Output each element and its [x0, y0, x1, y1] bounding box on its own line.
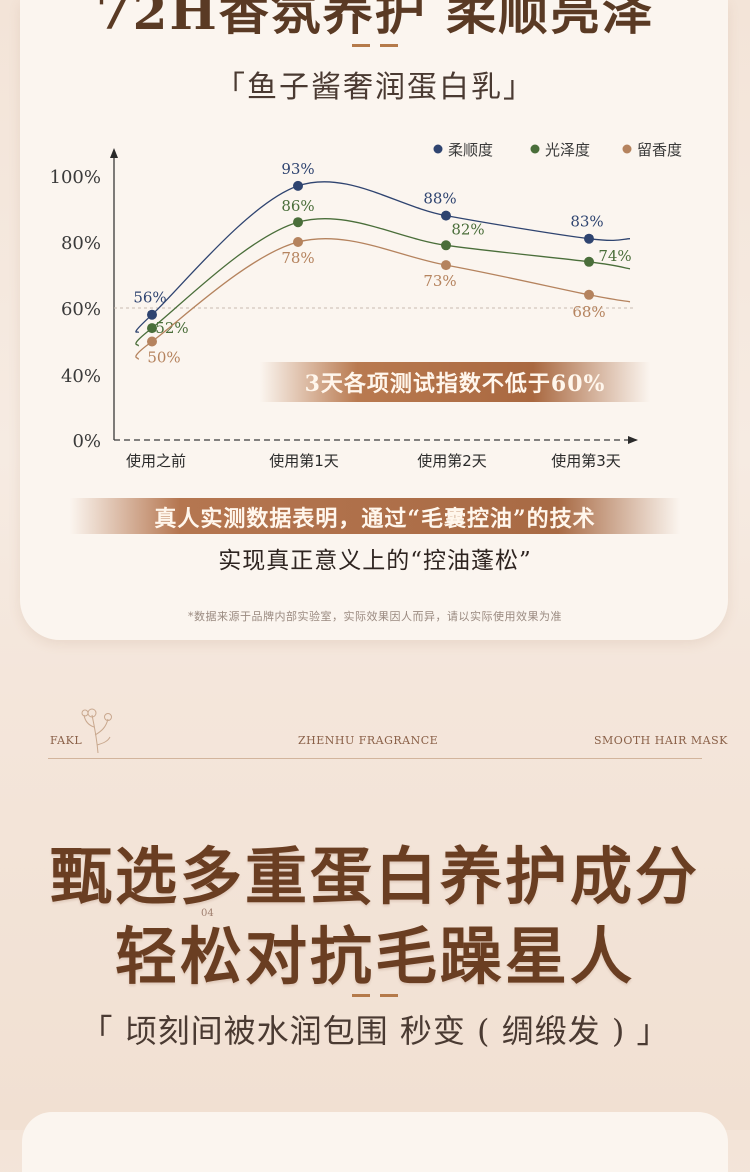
legend-label: 柔顺度 [448, 141, 493, 159]
summary-conclusion: 实现真正意义上的“控油蓬松” [218, 548, 532, 574]
data-point [293, 180, 303, 191]
title-dash-left [352, 44, 370, 47]
y-tick-label: 60% [61, 299, 101, 320]
legend-marker [622, 144, 632, 154]
page-number: 04 [201, 908, 214, 919]
brand-center: ZHENHU FRAGRANCE [298, 734, 439, 747]
data-point [147, 336, 157, 347]
legend-marker [433, 144, 443, 154]
data-point [441, 260, 451, 271]
annotation-banner [260, 362, 650, 402]
x-tick-label: 使用第2天 [417, 452, 487, 470]
y-tick-label: 40% [61, 366, 101, 387]
y-tick-label: 100% [50, 167, 101, 188]
data-footnote: *数据来源于品牌内部实验室，实际效果因人而异，请以实际使用效果为准 [188, 610, 562, 623]
data-point [293, 237, 303, 247]
next-card [22, 1112, 728, 1172]
legend-label: 留香度 [637, 141, 682, 159]
y-axis-arrow [110, 148, 118, 158]
y-axis: 100% 80% 60% 40% 0% [50, 148, 636, 452]
legend-marker [530, 144, 540, 154]
x-axis-arrow [628, 436, 638, 444]
summary-banner-text: 真人实测数据表明，通过“毛囊控油”的技术 [154, 506, 596, 532]
series-line-0 [135, 181, 631, 334]
y-tick-label: 0% [72, 431, 101, 452]
data-point [147, 323, 157, 334]
series-line-1 [135, 218, 631, 347]
data-label: 93% [281, 160, 314, 178]
summary-banner [70, 498, 680, 534]
brand-right: SMOOTH HAIR MASK [594, 734, 728, 747]
chart-series: 56%93%88%83%52%86%82%74%50%78%73%68% [133, 160, 631, 367]
data-point [293, 217, 303, 228]
legend-label: 光泽度 [545, 141, 590, 159]
x-tick-label: 使用第3天 [551, 452, 621, 470]
x-axis: 使用之前 使用第1天 使用第2天 使用第3天 [114, 436, 638, 470]
data-label: 83% [570, 213, 603, 231]
brand-left: FAKL [50, 734, 83, 747]
brand-divider [48, 758, 702, 759]
data-point [441, 240, 451, 251]
data-label: 82% [451, 220, 484, 238]
data-point [584, 233, 594, 244]
data-point [584, 289, 594, 300]
data-label: 74% [598, 247, 631, 265]
annotation-text: 3天各项测试指数不低于60% [304, 371, 606, 397]
series-line-2 [135, 238, 631, 360]
section-subtitle: 「 顷刻间被水润包围 秒变 ( 绸缎发 ) 」 [80, 1012, 670, 1050]
x-tick-label: 使用之前 [126, 452, 186, 470]
data-label: 86% [281, 197, 314, 215]
data-point [441, 210, 451, 221]
data-point [584, 256, 594, 267]
data-label: 50% [147, 349, 180, 367]
headline-2: 轻松对抗毛躁星人 [114, 920, 635, 993]
data-label: 88% [423, 190, 456, 208]
data-label: 56% [133, 289, 166, 307]
line-chart: 柔顺度 光泽度 留香度 100% 80% 60% 40% 0% 使用之前 使用第1天 使用第2天… [50, 141, 682, 470]
data-point [147, 309, 157, 320]
title-dash-right [380, 44, 398, 47]
headline-1: 甄选多重蛋白养护成分 [49, 840, 700, 913]
section-dash-left [352, 994, 370, 997]
x-tick-label: 使用第1天 [269, 452, 339, 470]
y-tick-label: 80% [61, 233, 101, 254]
flower-sprig-icon [81, 708, 112, 754]
data-label: 78% [281, 249, 314, 267]
product-subtitle: 「鱼子酱奢润蛋白乳」 [215, 70, 535, 105]
page-title: 72H香氛养护 柔顺亮泽 [95, 0, 655, 41]
section-dash-right [380, 994, 398, 997]
data-label: 73% [423, 272, 456, 290]
data-label: 68% [572, 303, 605, 321]
chart-legend: 柔顺度 光泽度 留香度 [433, 141, 682, 159]
